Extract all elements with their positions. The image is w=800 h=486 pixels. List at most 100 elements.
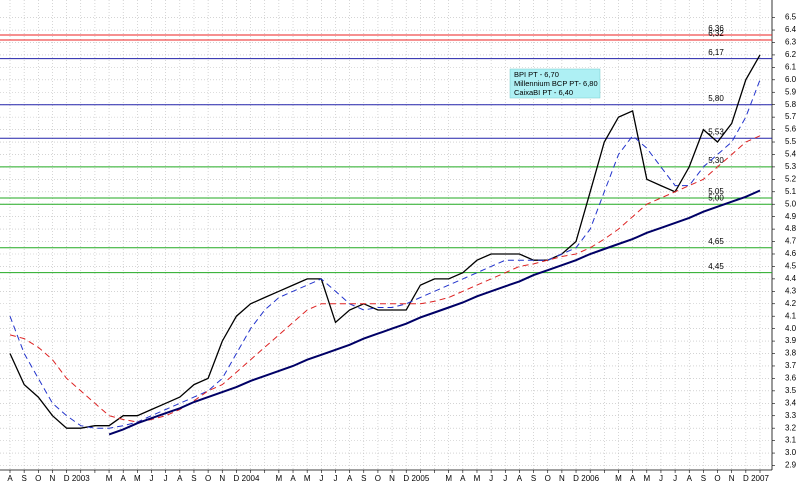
x-tick-label: O (205, 474, 211, 483)
y-tick-label: 3.8 (785, 349, 797, 358)
x-tick-label: O (545, 474, 551, 483)
x-tick-label: S (361, 474, 366, 483)
x-tick-label: D (64, 474, 70, 483)
x-tick-label: D (403, 474, 409, 483)
y-tick-label: 2.9 (785, 461, 797, 470)
x-tick-label: M (106, 474, 113, 483)
x-tick-label: A (630, 474, 636, 483)
x-tick-label: J (333, 474, 337, 483)
y-tick-label: 5.7 (785, 112, 797, 121)
y-tick-label: 5.1 (785, 187, 797, 196)
x-tick-label: 2006 (581, 474, 599, 483)
y-tick-label: 3.6 (785, 374, 797, 383)
level-label: 4,45 (708, 262, 724, 271)
y-tick-label: 4.5 (785, 262, 797, 271)
y-tick-label: 3.1 (785, 436, 797, 445)
x-tick-label: A (517, 474, 523, 483)
x-tick-label: J (489, 474, 493, 483)
y-tick-label: 3.7 (785, 361, 797, 370)
level-label: 6,17 (708, 48, 724, 57)
y-tick-label: 5.2 (785, 174, 797, 183)
x-tick-label: A (460, 474, 466, 483)
y-tick-label: 4.4 (785, 274, 797, 283)
x-tick-label: N (389, 474, 395, 483)
y-tick-label: 3.2 (785, 423, 797, 432)
x-tick-label: D (573, 474, 579, 483)
level-label: 4,65 (708, 237, 724, 246)
x-tick-label: A (7, 474, 13, 483)
series-line (9, 79, 761, 429)
x-tick-label: S (191, 474, 196, 483)
y-tick-label: 3.3 (785, 411, 797, 420)
y-tick-label: 6.0 (785, 75, 797, 84)
y-tick-label: 4.6 (785, 249, 797, 258)
y-tick-label: 4.9 (785, 212, 797, 221)
x-tick-label: J (503, 474, 507, 483)
y-tick-label: 4.7 (785, 237, 797, 246)
x-tick-label: J (150, 474, 154, 483)
x-tick-label: 2005 (411, 474, 429, 483)
x-tick-label: S (21, 474, 26, 483)
level-label: 6,36 (708, 24, 724, 33)
x-tick-label: S (531, 474, 536, 483)
x-tick-label: M (643, 474, 650, 483)
level-label: 5,30 (708, 156, 724, 165)
level-label: 6,32 (708, 29, 724, 38)
x-tick-label: N (729, 474, 735, 483)
x-tick-label: O (375, 474, 381, 483)
annotation: CaixaBI PT - 6,40 (514, 88, 573, 97)
x-tick-label: J (673, 474, 677, 483)
x-tick-label: M (134, 474, 141, 483)
y-tick-label: 3.5 (785, 386, 797, 395)
x-tick-label: M (474, 474, 481, 483)
annotation: BPI PT - 6,70 (514, 70, 559, 79)
y-tick-label: 5.3 (785, 162, 797, 171)
x-tick-label: A (687, 474, 693, 483)
x-tick-label: O (714, 474, 720, 483)
x-tick-label: 2003 (72, 474, 90, 483)
series-line (108, 189, 761, 436)
x-tick-label: A (290, 474, 296, 483)
y-tick-label: 4.0 (785, 324, 797, 333)
x-tick-label: J (319, 474, 323, 483)
x-tick-label: M (445, 474, 452, 483)
annotation-bg (509, 68, 601, 99)
series-line (9, 54, 761, 429)
x-tick-label: A (177, 474, 183, 483)
y-tick-label: 5.0 (785, 199, 797, 208)
y-tick-label: 5.9 (785, 87, 797, 96)
x-tick-label: A (347, 474, 353, 483)
y-tick-label: 4.3 (785, 286, 797, 295)
y-tick-label: 5.5 (785, 137, 797, 146)
y-tick-label: 5.6 (785, 125, 797, 134)
y-tick-label: 6.3 (785, 38, 797, 47)
y-tick-label: 6.2 (785, 50, 797, 59)
y-tick-label: 4.1 (785, 311, 797, 320)
series-line (9, 135, 761, 423)
y-tick-label: 3.0 (785, 448, 797, 457)
x-tick-label: S (701, 474, 706, 483)
x-tick-label: O (35, 474, 41, 483)
x-tick-label: D (234, 474, 240, 483)
y-tick-label: 4.2 (785, 299, 797, 308)
level-label: 5,53 (708, 127, 724, 136)
y-tick-label: 5.4 (785, 150, 797, 159)
y-tick-label: 6.1 (785, 62, 797, 71)
y-tick-label: 4.8 (785, 224, 797, 233)
y-tick-label: 3.4 (785, 398, 797, 407)
x-tick-label: M (304, 474, 311, 483)
x-tick-label: J (164, 474, 168, 483)
level-label: 5,80 (708, 94, 724, 103)
annotation: Millennium BCP PT- 6,80 (514, 79, 598, 88)
x-tick-label: N (50, 474, 56, 483)
y-tick-label: 3.9 (785, 336, 797, 345)
level-label: 5,00 (708, 193, 724, 202)
x-tick-label: 2007 (751, 474, 769, 483)
x-tick-label: J (659, 474, 663, 483)
y-tick-label: 5.8 (785, 100, 797, 109)
x-tick-label: N (219, 474, 225, 483)
x-tick-label: N (559, 474, 565, 483)
